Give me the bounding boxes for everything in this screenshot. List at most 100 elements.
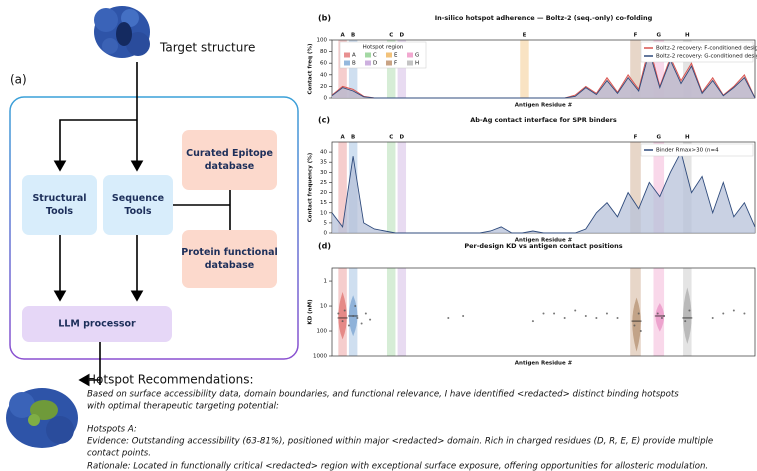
region-legend-swatch — [407, 61, 413, 66]
node-box — [22, 175, 97, 235]
data-point — [369, 319, 371, 321]
region-label: D — [400, 135, 405, 141]
region-band — [387, 142, 395, 233]
y-tick-label: 15 — [320, 200, 327, 206]
region-label: B — [351, 135, 355, 141]
data-point — [342, 320, 344, 322]
data-point — [633, 324, 635, 326]
region-legend-label: H — [415, 61, 419, 67]
data-point — [722, 313, 724, 315]
data-point — [337, 313, 339, 315]
region-legend-swatch — [386, 61, 392, 66]
evidence-line: contact points. — [87, 449, 151, 459]
data-point — [743, 313, 745, 315]
x-axis-label: Antigen Residue # — [515, 361, 573, 367]
data-point — [585, 315, 587, 317]
target-label: Target structure — [159, 41, 255, 55]
region-legend-label: A — [352, 53, 356, 59]
y-axis-label: Contact freq (%) — [308, 43, 314, 95]
chart-title: Ab-Ag contact interface for SPR binders — [470, 116, 617, 124]
protein-image — [6, 388, 78, 448]
y-tick-label: 1 — [324, 279, 328, 285]
node-label: Protein functional — [181, 247, 278, 258]
panel-label: (d) — [318, 242, 331, 251]
y-tick-label: 40 — [320, 72, 327, 78]
region-band — [398, 268, 406, 356]
region-band — [387, 268, 395, 356]
hotspot-title: Hotspots A: — [87, 425, 137, 435]
data-point — [553, 313, 555, 315]
y-tick-label: 0 — [324, 231, 328, 237]
data-point — [606, 313, 608, 315]
region-legend-swatch — [386, 53, 392, 58]
region-label: B — [351, 33, 355, 39]
recommendation-heading: Hotspot Recommendations: — [87, 373, 254, 387]
node-label: Structural — [32, 193, 86, 204]
data-point — [661, 317, 663, 319]
region-label: G — [657, 33, 662, 39]
y-tick-label: 60 — [320, 61, 327, 67]
data-point — [574, 309, 576, 311]
chart-title: Per-design KD vs antigen contact positio… — [464, 242, 622, 250]
node-label: LLM processor — [58, 319, 136, 330]
node-label: Tools — [46, 206, 74, 217]
data-point — [447, 317, 449, 319]
chart-title: In-silico hotspot adherence — Boltz-2 (s… — [435, 14, 653, 22]
data-point — [617, 317, 619, 319]
region-label: C — [389, 135, 393, 141]
evidence-line: Evidence: Outstanding accessibility (63-… — [87, 437, 713, 447]
region-label: D — [400, 33, 405, 39]
y-tick-label: 40 — [320, 150, 327, 156]
region-legend-label: F — [394, 61, 397, 67]
data-point — [348, 324, 350, 326]
region-label: A — [340, 33, 345, 39]
data-point — [354, 305, 356, 307]
y-tick-label: 35 — [320, 160, 327, 166]
region-legend-title: Hotspot region — [363, 45, 404, 51]
data-point — [543, 313, 545, 315]
data-point — [532, 320, 534, 322]
y-axis-label: Contact frequency (%) — [308, 152, 314, 222]
y-tick-label: 5 — [324, 220, 328, 226]
data-point — [462, 315, 464, 317]
region-legend-label: G — [415, 53, 419, 59]
data-point — [684, 320, 686, 322]
region-legend-swatch — [365, 61, 371, 66]
region-band — [398, 142, 406, 233]
region-label: G — [657, 135, 662, 141]
node-label: Curated Epitope — [186, 148, 273, 159]
y-tick-label: 20 — [320, 84, 327, 90]
y-tick-label: 1000 — [313, 354, 327, 360]
y-tick-label: 0 — [324, 96, 328, 102]
node-label: Sequence — [112, 193, 164, 204]
data-point — [638, 313, 640, 315]
region-legend-swatch — [344, 53, 350, 58]
panel-label: (a) — [10, 73, 27, 87]
region-legend-label: D — [373, 61, 377, 67]
region-legend-label: E — [394, 53, 398, 59]
data-point — [688, 309, 690, 311]
node-label: database — [205, 260, 254, 271]
panel-label: (c) — [318, 116, 330, 125]
data-point — [352, 315, 354, 317]
y-tick-label: 10 — [320, 304, 327, 310]
legend-label: Boltz-2 recovery: F-conditioned design — [656, 46, 757, 52]
region-legend-swatch — [407, 53, 413, 58]
intro-line: with optimal therapeutic targeting poten… — [87, 402, 279, 412]
data-point — [365, 313, 367, 315]
data-point — [663, 315, 665, 317]
data-point — [564, 317, 566, 319]
region-label: A — [340, 135, 345, 141]
region-band — [520, 40, 528, 98]
region-label: H — [685, 135, 690, 141]
data-point — [712, 317, 714, 319]
protein-image — [94, 6, 150, 58]
region-label: H — [685, 33, 690, 39]
y-tick-label: 30 — [320, 170, 327, 176]
legend-label: Boltz-2 recovery: G-conditioned design — [656, 54, 757, 60]
legend-label: Binder Rmax>30 (n=4 — [656, 148, 719, 154]
y-tick-label: 25 — [320, 180, 327, 186]
region-legend-swatch — [365, 53, 371, 58]
data-point — [733, 309, 735, 311]
node-label: database — [205, 161, 254, 172]
